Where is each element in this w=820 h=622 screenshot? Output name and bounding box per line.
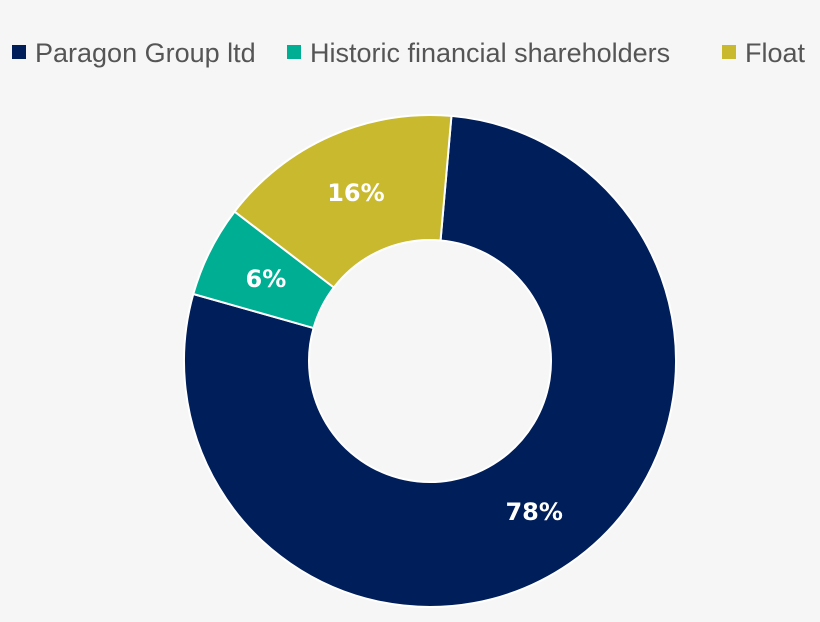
legend-item: Float xyxy=(722,38,806,68)
slice-float xyxy=(233,114,453,289)
legend-label: Historic financial shareholders xyxy=(310,38,670,68)
legend-item: Historic financial shareholders xyxy=(287,38,670,68)
legend-label: Paragon Group ltd xyxy=(35,38,256,68)
slice-labels: 78% 6% 16% xyxy=(246,179,563,526)
legend-swatch xyxy=(12,45,26,59)
slices xyxy=(183,114,677,608)
legend-label: Float xyxy=(745,38,806,68)
legend-swatch xyxy=(722,45,736,59)
slice-label: 16% xyxy=(327,179,384,207)
legend-item: Paragon Group ltd xyxy=(12,38,256,68)
legend-swatch xyxy=(287,45,301,59)
legend: Paragon Group ltd Historic financial shar… xyxy=(12,38,806,68)
slice-paragon-group-ltd xyxy=(183,114,677,608)
slice-label: 78% xyxy=(505,498,562,526)
slice-label: 6% xyxy=(246,265,287,293)
